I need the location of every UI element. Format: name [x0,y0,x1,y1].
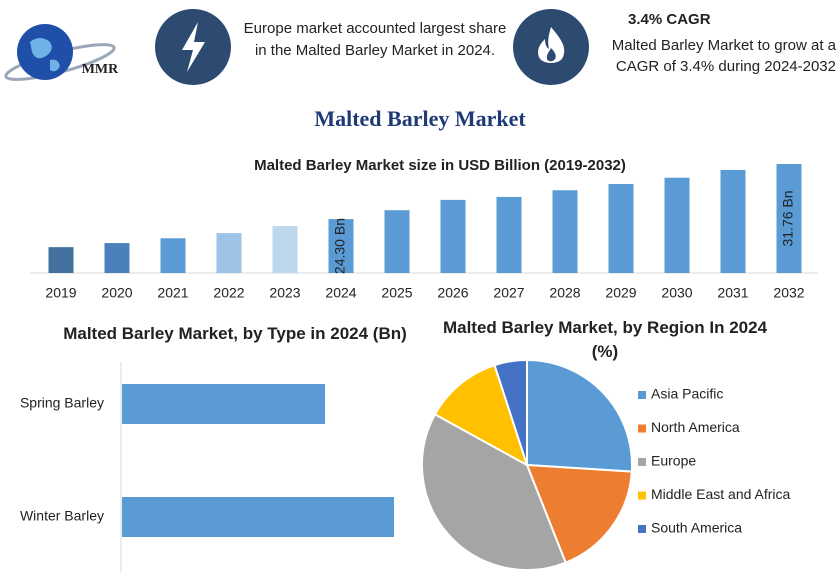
x-tick-label: 2020 [101,285,132,301]
legend-label: South America [651,520,742,536]
x-tick-label: 2019 [45,285,76,301]
lightning-icon [155,9,231,85]
bar [272,226,298,273]
bar [216,233,242,273]
chart-title: Malted Barley Market size in USD Billion… [254,157,626,174]
cagr-text: Malted Barley Market to grow at a CAGR o… [611,37,836,75]
bar [122,497,394,537]
logo-globe [4,24,116,81]
legend-swatch [638,491,646,500]
pie-slice [493,358,528,466]
x-tick-label: 2025 [381,285,412,301]
value-label: 31.76 Bn [780,190,796,246]
pie-slice [433,363,529,468]
x-tick-label: 2032 [773,285,804,301]
x-tick-label: 2029 [605,285,636,301]
value-label: 24.30 Bn [332,218,348,274]
x-tick-label: 2027 [493,285,524,301]
bar [104,243,130,273]
flame-icon [513,9,589,85]
bar [122,384,325,424]
x-tick-label: 2021 [157,285,188,301]
bar [328,219,354,273]
legend-label: North America [651,419,740,435]
fact-text: Europe market accounted largest share in… [243,20,507,59]
pie-slice [421,413,567,571]
legend-label: Asia Pacific [651,386,723,402]
pie-slice [525,463,633,564]
x-tick-label: 2028 [549,285,580,301]
bar [776,163,802,273]
bar [440,199,466,273]
bar [664,177,690,273]
x-tick-label: 2023 [269,285,300,301]
bar [160,238,186,273]
cagr-title: 3.4% CAGR [628,11,711,28]
x-tick-label: 2026 [437,285,468,301]
legend-label: Europe [651,453,696,469]
y-tick-label: Spring Barley [20,395,104,411]
legend-label: Middle East and Africa [651,486,791,502]
x-tick-label: 2024 [325,285,356,301]
x-tick-label: 2031 [717,285,748,301]
bar [608,183,634,273]
bar [552,190,578,273]
page-title: Malted Barley Market [314,106,526,131]
legend-swatch [638,391,646,399]
bar [720,169,746,273]
chart-title: Malted Barley Market, by Type in 2024 (B… [63,324,407,343]
chart-title: Malted Barley Market, by Region In 2024 … [442,318,768,361]
x-tick-label: 2030 [661,285,692,301]
legend-swatch [638,525,646,533]
bar [384,210,410,273]
bar [48,247,74,273]
legend-swatch [638,424,646,433]
x-tick-label: 2022 [213,285,244,301]
logo-text: MMR [82,62,119,77]
bar [496,196,522,273]
y-tick-label: Winter Barley [20,508,104,524]
pie-slice [526,358,633,473]
legend-swatch [638,458,646,466]
